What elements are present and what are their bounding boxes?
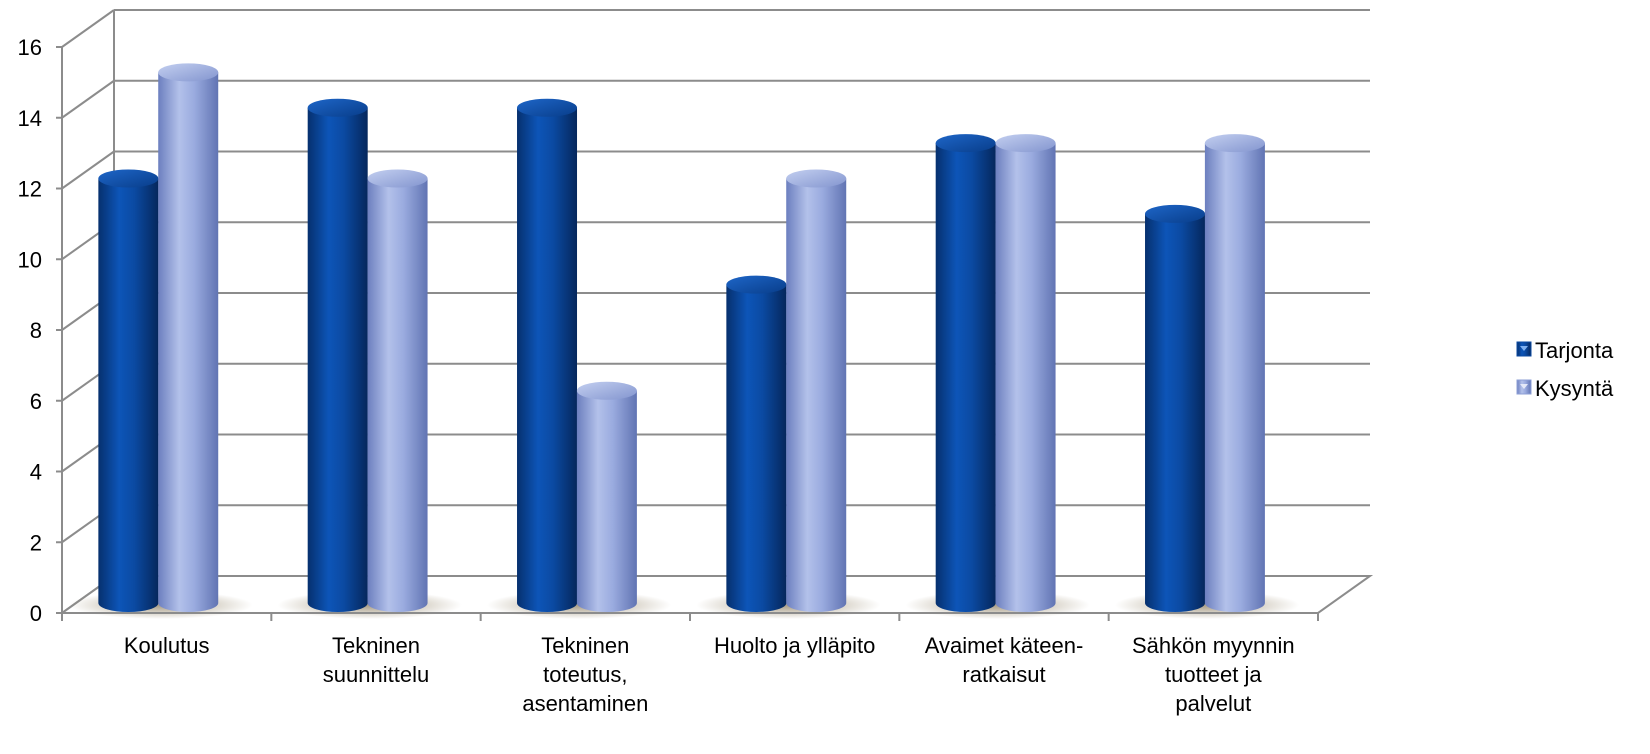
x-tick-label: Avaimet käteen- xyxy=(925,633,1084,658)
legend-label: Kysyntä xyxy=(1535,376,1614,401)
bar-top xyxy=(726,275,787,294)
bar-top xyxy=(576,381,637,400)
x-tick-label: Koulutus xyxy=(124,633,210,658)
bar xyxy=(1204,134,1265,612)
legend-label: Tarjonta xyxy=(1535,338,1614,363)
y-tick-label: 10 xyxy=(18,247,42,272)
bar-top xyxy=(786,169,847,188)
bar-top xyxy=(995,134,1056,153)
bar-body xyxy=(517,107,578,612)
x-tick-label: palvelut xyxy=(1175,691,1251,716)
x-tick-label: toteutus, xyxy=(543,662,627,687)
x-tick-label: Huolto ja ylläpito xyxy=(714,633,875,658)
bar-body xyxy=(1204,143,1265,612)
bar xyxy=(786,169,847,612)
x-tick-label: suunnittelu xyxy=(323,662,429,687)
bar-top xyxy=(367,169,428,188)
bar-top xyxy=(98,169,159,188)
bar-body xyxy=(98,178,159,612)
gridline-side xyxy=(61,9,115,48)
legend-item: Tarjonta xyxy=(1516,338,1614,363)
bar xyxy=(995,134,1056,612)
x-tick-label: ratkaisut xyxy=(962,662,1045,687)
bar xyxy=(517,98,578,612)
bar xyxy=(1145,204,1206,612)
y-tick-label: 14 xyxy=(18,106,42,131)
x-tick-label: Tekninen xyxy=(332,633,420,658)
bar-top xyxy=(935,134,996,153)
y-tick-label: 2 xyxy=(30,530,42,555)
bar xyxy=(158,63,219,612)
legend-swatch-highlight xyxy=(1520,346,1528,351)
bar-body xyxy=(995,143,1056,612)
y-tick-label: 4 xyxy=(30,460,42,485)
bar-top xyxy=(517,98,578,117)
x-tick-label: Tekninen xyxy=(541,633,629,658)
bar-body xyxy=(786,178,847,612)
bar xyxy=(98,169,159,612)
bar-body xyxy=(1145,213,1206,612)
bar-body xyxy=(158,72,219,612)
bar xyxy=(307,98,368,612)
legend-swatch-highlight xyxy=(1520,384,1528,389)
bar xyxy=(935,134,996,612)
y-tick-label: 0 xyxy=(30,601,42,626)
x-axis: Koulutus Tekninen suunnittelu Tekninen toteu… xyxy=(61,612,1319,716)
y-tick-label: 6 xyxy=(30,389,42,414)
bar-top xyxy=(1204,134,1265,153)
bar xyxy=(726,275,787,612)
bar-body xyxy=(307,107,368,612)
bar-top xyxy=(307,98,368,117)
y-axis: 0 2 4 6 8 10 12 14 16 xyxy=(18,35,63,626)
x-tick-label: tuotteet ja xyxy=(1165,662,1262,687)
bars xyxy=(68,63,1300,619)
bar-top xyxy=(1145,204,1206,223)
bar-body xyxy=(935,143,996,612)
bar xyxy=(576,381,637,612)
x-tick-label: Sähkön myynnin xyxy=(1132,633,1295,658)
legend: Tarjonta Kysyntä xyxy=(1516,338,1614,401)
gridline-side xyxy=(61,79,115,119)
y-tick-label: 16 xyxy=(18,35,42,60)
bar-body xyxy=(576,390,637,612)
y-tick-label: 12 xyxy=(18,177,42,202)
legend-item: Kysyntä xyxy=(1516,376,1614,401)
bar xyxy=(367,169,428,612)
bar-body xyxy=(367,178,428,612)
gridline-side xyxy=(61,150,115,190)
x-tick-label: asentaminen xyxy=(522,691,648,716)
y-tick-label: 8 xyxy=(30,318,42,343)
bar-body xyxy=(726,284,787,612)
bar-top xyxy=(158,63,219,82)
